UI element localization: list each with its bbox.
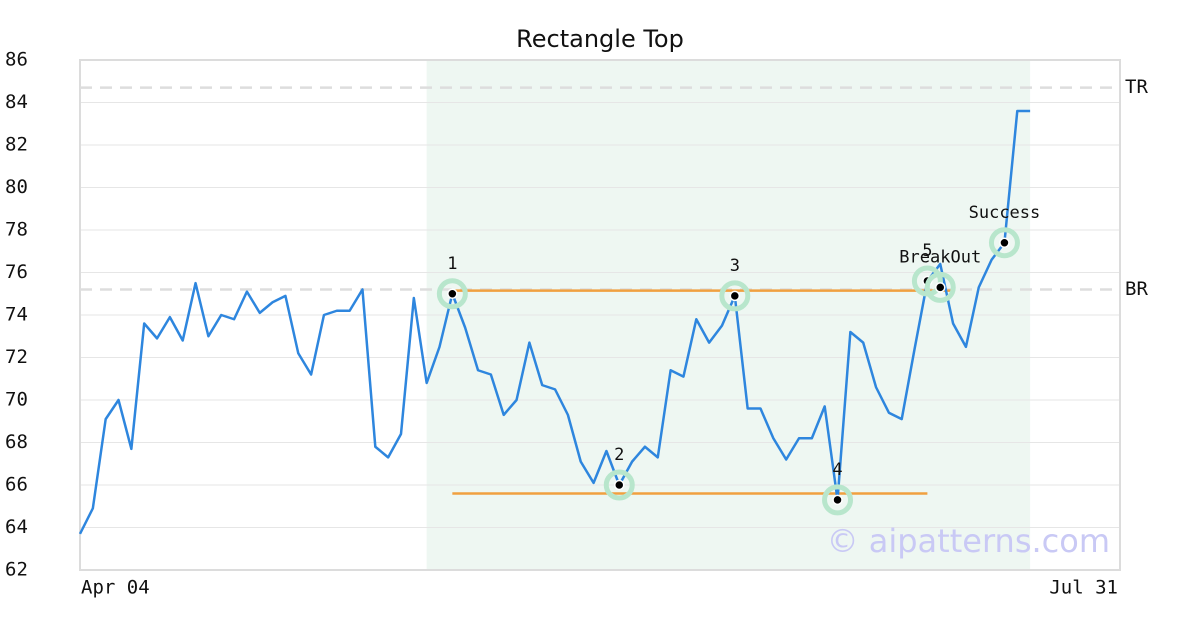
point-halo	[924, 271, 956, 303]
level-label: BR	[1125, 278, 1148, 300]
y-tick-label: 66	[5, 474, 28, 496]
point-dot	[729, 290, 741, 302]
point-halo	[988, 227, 1020, 259]
point-dot	[614, 479, 625, 491]
y-tick-label: 82	[5, 134, 28, 156]
y-tick-label: 78	[5, 219, 28, 241]
point-label: BreakOut	[899, 247, 981, 267]
y-tick-label: 62	[5, 559, 28, 581]
point-label: 4	[832, 460, 842, 480]
point-halo	[822, 484, 854, 516]
point-halo	[436, 278, 468, 310]
point-label: 3	[730, 256, 740, 276]
x-tick-label: Jul 31	[1049, 577, 1118, 599]
point-label: 1	[447, 254, 457, 274]
y-tick-label: 86	[5, 49, 28, 71]
y-tick-label: 64	[5, 516, 28, 538]
x-tick-label: Apr 04	[81, 577, 150, 599]
point-label: 5	[922, 241, 932, 261]
y-tick-label: 80	[5, 176, 28, 198]
point-dot	[999, 237, 1010, 248]
y-tick-label: 84	[5, 91, 28, 113]
chart-title: Rectangle Top	[516, 25, 684, 53]
point-dot	[447, 288, 458, 299]
price-line	[78, 109, 1031, 535]
y-tick-label: 76	[5, 261, 28, 283]
watermark: © aipatterns.com	[827, 522, 1110, 560]
point-label: Success	[969, 203, 1041, 223]
point-dot	[832, 494, 843, 506]
point-dot	[934, 282, 946, 293]
point-halo	[719, 280, 751, 312]
level-label: TR	[1125, 76, 1148, 98]
y-tick-label: 74	[5, 304, 28, 326]
y-tick-label: 68	[5, 431, 28, 453]
y-tick-label: 70	[5, 389, 28, 411]
point-halo	[603, 469, 635, 501]
point-label: 2	[614, 445, 624, 465]
y-tick-label: 72	[5, 346, 28, 368]
plot-border	[79, 59, 1121, 571]
